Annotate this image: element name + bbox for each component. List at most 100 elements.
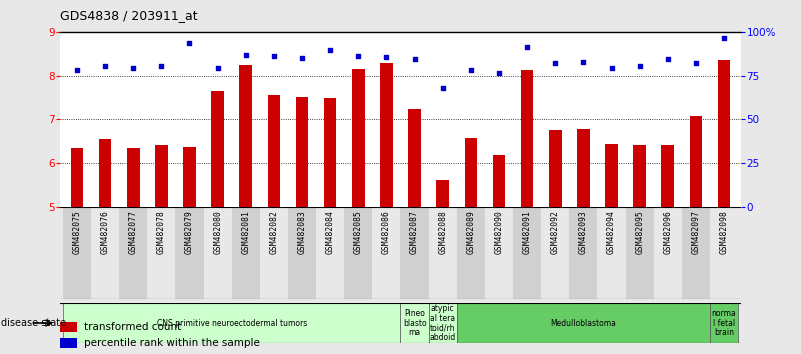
Text: GSM482080: GSM482080 (213, 210, 222, 254)
Bar (372, 207, 400, 299)
Bar (606, 144, 618, 207)
Bar (344, 207, 372, 299)
Bar (60, 322, 77, 332)
Text: atypic
al tera
toid/rh
abdoid: atypic al tera toid/rh abdoid (429, 304, 456, 342)
Text: GSM482093: GSM482093 (579, 210, 588, 254)
Bar (400, 207, 429, 299)
Bar (662, 145, 674, 207)
Point (70, 68, 83, 73)
Text: GSM482097: GSM482097 (691, 210, 700, 254)
Bar (598, 207, 626, 299)
Text: Pineo
blasto
ma: Pineo blasto ma (403, 309, 426, 337)
Bar (400, 303, 429, 343)
Bar (577, 129, 590, 207)
Bar (119, 207, 147, 299)
Text: GSM482086: GSM482086 (382, 210, 391, 254)
Bar (380, 63, 392, 207)
Bar (91, 207, 119, 299)
Bar (288, 207, 316, 299)
Bar (718, 60, 731, 207)
Bar (60, 338, 77, 348)
Bar (231, 207, 260, 299)
Bar (316, 207, 344, 299)
Bar (570, 207, 598, 299)
Point (662, 56, 674, 62)
Text: GSM482090: GSM482090 (494, 210, 504, 254)
Bar (710, 303, 738, 343)
Text: GSM482082: GSM482082 (269, 210, 279, 254)
Bar (493, 155, 505, 207)
Text: GSM482077: GSM482077 (129, 210, 138, 254)
Text: GSM482083: GSM482083 (297, 210, 307, 254)
Bar (175, 207, 203, 299)
Bar (429, 207, 457, 299)
Bar (324, 98, 336, 207)
Point (409, 56, 421, 62)
Bar (457, 303, 710, 343)
Point (127, 65, 139, 70)
Text: GSM482092: GSM482092 (551, 210, 560, 254)
Text: GSM482075: GSM482075 (72, 210, 82, 254)
Text: GSM482076: GSM482076 (101, 210, 110, 254)
Bar (70, 148, 83, 207)
Point (549, 61, 562, 66)
Point (521, 44, 533, 50)
Bar (521, 70, 533, 207)
Point (211, 65, 224, 70)
Bar (429, 303, 457, 343)
Point (380, 55, 392, 60)
Text: GSM482096: GSM482096 (663, 210, 672, 254)
Bar (211, 91, 224, 207)
Bar (183, 147, 195, 207)
Bar (634, 145, 646, 207)
Bar (690, 116, 702, 207)
Text: GSM482095: GSM482095 (635, 210, 644, 254)
Bar (409, 109, 421, 207)
Point (437, 85, 449, 91)
Bar (127, 148, 139, 207)
Text: Medulloblastoma: Medulloblastoma (550, 319, 616, 327)
Text: norma
l fetal
brain: norma l fetal brain (711, 309, 736, 337)
Bar (626, 207, 654, 299)
Bar (485, 207, 513, 299)
Point (99, 63, 111, 69)
Bar (654, 207, 682, 299)
Text: GSM482098: GSM482098 (719, 210, 729, 254)
Bar (710, 207, 738, 299)
Text: GSM482085: GSM482085 (354, 210, 363, 254)
Point (465, 68, 477, 73)
Bar (63, 303, 400, 343)
Point (352, 53, 364, 59)
Text: GSM482091: GSM482091 (522, 210, 532, 254)
Text: GDS4838 / 203911_at: GDS4838 / 203911_at (60, 9, 198, 22)
Point (239, 52, 252, 57)
Point (634, 63, 646, 69)
Text: GSM482094: GSM482094 (607, 210, 616, 254)
Text: GSM482088: GSM482088 (438, 210, 447, 254)
Text: CNS primitive neuroectodermal tumors: CNS primitive neuroectodermal tumors (156, 319, 307, 327)
Bar (437, 180, 449, 207)
Point (690, 61, 702, 66)
Text: GSM482078: GSM482078 (157, 210, 166, 254)
Point (718, 36, 731, 41)
Text: GSM482084: GSM482084 (326, 210, 335, 254)
Point (296, 55, 308, 61)
Bar (147, 207, 175, 299)
Point (183, 40, 196, 46)
Bar (457, 207, 485, 299)
Bar (682, 207, 710, 299)
Text: transformed count: transformed count (84, 322, 181, 332)
Bar (541, 207, 570, 299)
Bar (465, 138, 477, 207)
Bar (352, 69, 364, 207)
Point (577, 59, 590, 64)
Text: GSM482087: GSM482087 (410, 210, 419, 254)
Point (605, 65, 618, 70)
Point (268, 53, 280, 59)
Text: percentile rank within the sample: percentile rank within the sample (84, 338, 260, 348)
Point (155, 64, 167, 69)
Text: GSM482079: GSM482079 (185, 210, 194, 254)
Text: GSM482089: GSM482089 (466, 210, 475, 254)
Bar (549, 130, 562, 207)
Bar (203, 207, 231, 299)
